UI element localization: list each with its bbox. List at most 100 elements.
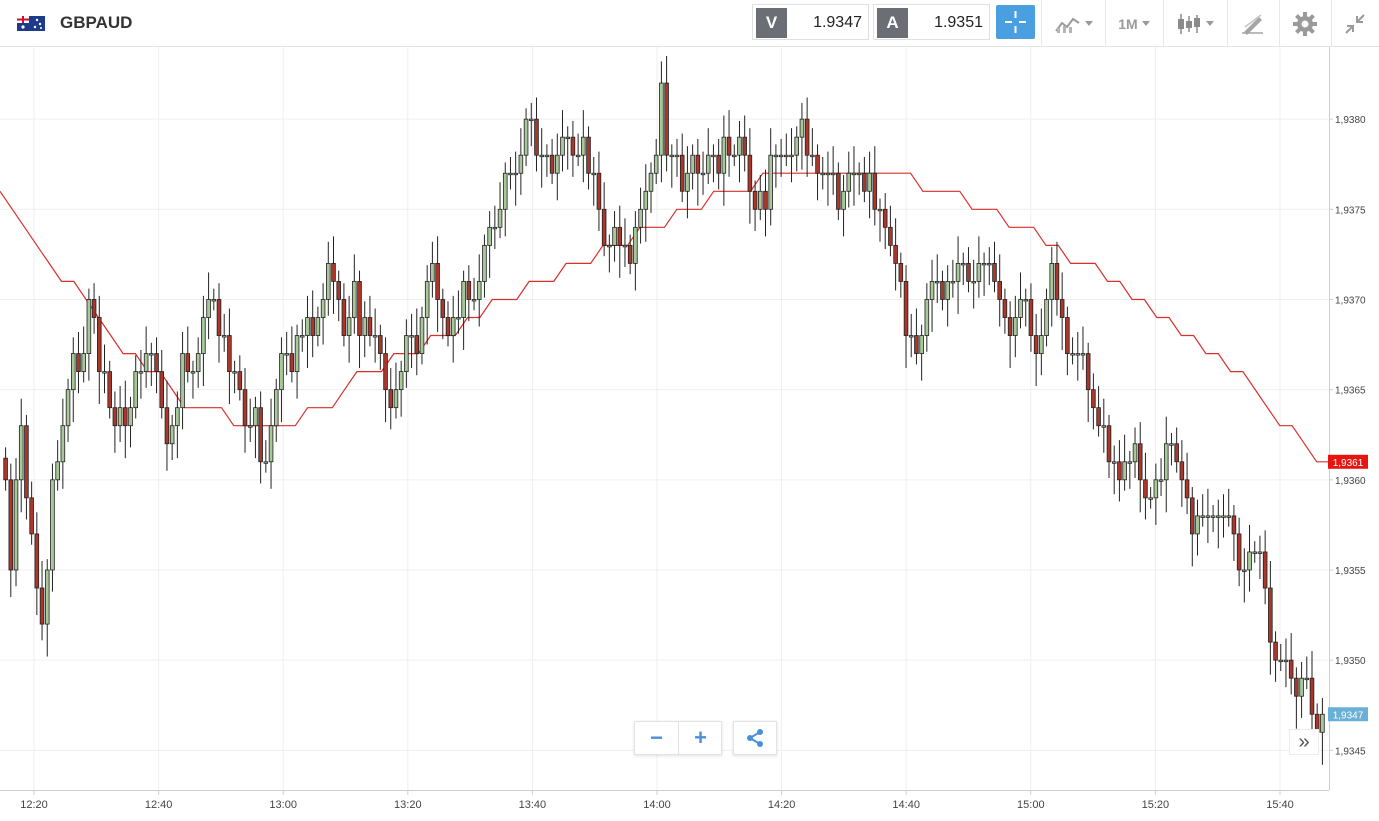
- candle-body: [440, 299, 446, 318]
- moving-average-line: [0, 172, 1329, 463]
- candle: [945, 265, 950, 327]
- y-tick-label: 1,9370: [1335, 295, 1366, 306]
- candle-body: [679, 154, 685, 192]
- candle: [44, 559, 50, 657]
- candle: [950, 259, 956, 298]
- candle: [544, 144, 550, 177]
- candle: [1080, 326, 1086, 370]
- candle-body: [1262, 551, 1268, 589]
- timeframe-button[interactable]: 1M: [1107, 0, 1161, 47]
- candle-body: [1122, 461, 1127, 481]
- candle: [435, 236, 440, 332]
- candle-body: [419, 317, 425, 354]
- fullscreen-button[interactable]: [1333, 0, 1377, 47]
- candle-body: [1210, 515, 1216, 518]
- candle: [1122, 434, 1127, 491]
- candle-body: [201, 317, 206, 354]
- candle: [60, 398, 66, 489]
- candle: [76, 331, 81, 394]
- candle-body: [1190, 497, 1195, 535]
- candle-body: [810, 154, 815, 158]
- share-button[interactable]: [733, 721, 777, 755]
- candle: [841, 175, 846, 237]
- buy-price-button[interactable]: A 1.9351: [873, 4, 990, 40]
- candle-body: [1304, 677, 1310, 681]
- candle-body: [211, 299, 217, 302]
- candle: [1023, 288, 1029, 327]
- sell-price-button[interactable]: V 1.9347: [752, 4, 869, 40]
- candle-body: [612, 226, 617, 246]
- candle-body: [862, 172, 867, 192]
- candle: [258, 391, 263, 484]
- candle-body: [529, 118, 534, 122]
- candle-body: [622, 244, 628, 248]
- candle-body: [711, 154, 716, 158]
- candle: [273, 378, 279, 442]
- candle-body: [1028, 299, 1034, 336]
- candle-body: [945, 281, 950, 300]
- candle: [856, 162, 862, 195]
- candle-body: [1195, 515, 1200, 535]
- crosshair-button[interactable]: [996, 5, 1035, 39]
- candle: [237, 355, 243, 401]
- candle: [320, 283, 326, 345]
- candle: [247, 398, 253, 442]
- candle: [1163, 416, 1169, 513]
- candle-body: [305, 317, 310, 336]
- candle-body: [820, 172, 826, 176]
- candle: [419, 306, 425, 365]
- drawing-tools-button[interactable]: [1229, 0, 1277, 47]
- candle-body: [404, 335, 409, 373]
- candle: [492, 205, 498, 249]
- chart-type-button[interactable]: [1165, 0, 1225, 47]
- candle-body: [466, 281, 472, 300]
- candle-body: [393, 389, 399, 409]
- candle-body: [378, 335, 383, 354]
- candle-body: [55, 461, 60, 481]
- ma-value-label: 1,9361: [1333, 458, 1364, 469]
- candle-body: [1039, 335, 1044, 354]
- zoom-in-button[interactable]: +: [694, 725, 707, 750]
- candle: [487, 211, 492, 278]
- candle: [305, 295, 310, 369]
- candle-body: [784, 154, 789, 158]
- candle-body: [123, 407, 128, 427]
- candle-body: [91, 299, 97, 318]
- candle-body: [1127, 461, 1133, 464]
- candle: [669, 144, 675, 188]
- candle: [8, 463, 14, 598]
- candle: [830, 146, 836, 195]
- settings-button[interactable]: [1281, 0, 1329, 47]
- candle: [1049, 247, 1055, 327]
- candle-body: [987, 263, 992, 266]
- candle: [81, 326, 86, 383]
- candle: [70, 337, 76, 423]
- price-chart[interactable]: 1,9345 1,9350 1,9355 1,9360 1,9365 1,9370 1,93…: [0, 47, 1379, 821]
- candle: [216, 283, 222, 363]
- candle: [1278, 643, 1284, 671]
- candle-body: [1080, 353, 1086, 356]
- candle-body: [482, 244, 487, 282]
- candle: [1200, 494, 1205, 527]
- zoom-out-button[interactable]: −: [650, 725, 663, 750]
- candle-body: [221, 335, 227, 338]
- candle-body: [976, 263, 982, 282]
- indicators-button[interactable]: [1045, 0, 1103, 47]
- last-price-badge: [1328, 707, 1368, 722]
- candle-body: [232, 371, 237, 374]
- candle: [934, 254, 940, 304]
- scroll-to-latest-button[interactable]: »: [1289, 729, 1319, 755]
- candle-body: [1044, 299, 1049, 336]
- candle: [279, 337, 284, 423]
- candle: [549, 138, 555, 185]
- candle: [679, 133, 685, 203]
- uk-australia-flag-icon: [17, 16, 45, 31]
- x-tick-label: 13:00: [269, 799, 297, 811]
- candle-body: [383, 353, 388, 391]
- crosshair-icon: [1005, 11, 1026, 33]
- candle: [357, 270, 362, 369]
- candle-body: [955, 263, 961, 282]
- candle-body: [284, 353, 289, 356]
- candle: [1044, 288, 1049, 347]
- candle-body: [1216, 515, 1221, 518]
